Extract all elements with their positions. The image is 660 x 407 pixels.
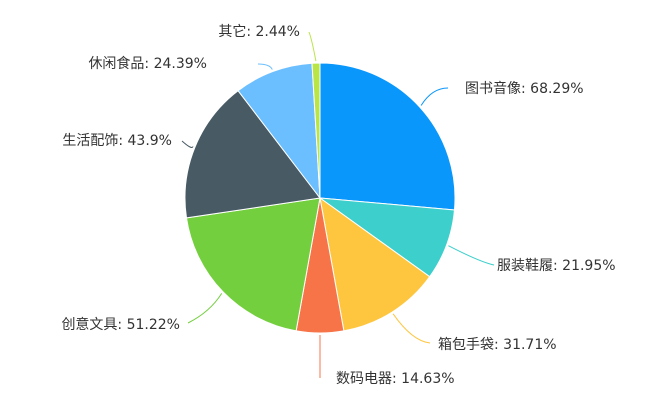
slice-8-leader-line bbox=[308, 31, 317, 62]
slice-7-label: 休闲食品: 24.39% bbox=[88, 55, 207, 72]
slice-7[interactable] bbox=[237, 62, 321, 200]
slice-1-leader-line bbox=[420, 87, 449, 106]
slice-3-leader-line bbox=[392, 313, 431, 344]
slice-5-label: 创意文具: 51.22% bbox=[61, 316, 180, 333]
slice-4-label: 数码电器: 14.63% bbox=[336, 371, 455, 387]
slice-1[interactable] bbox=[319, 62, 456, 211]
slice-6-label: 生活配饰: 43.9% bbox=[62, 133, 172, 149]
slice-2-leader-line bbox=[448, 245, 495, 266]
slice-3[interactable] bbox=[319, 196, 431, 332]
slice-2-label: 服装鞋履: 21.95% bbox=[497, 258, 616, 274]
slice-1-label: 图书音像: 68.29% bbox=[465, 80, 584, 97]
slice-5[interactable] bbox=[185, 197, 321, 332]
slice-6-leader-line bbox=[181, 140, 194, 148]
label-leader-lines bbox=[181, 31, 495, 378]
slice-8-label: 其它: 2.44% bbox=[218, 23, 300, 40]
slice-6[interactable] bbox=[184, 89, 321, 219]
slice-labels: 图书音像: 68.29% 服装鞋履: 21.95% 箱包手袋: 31.71% 数码电器… bbox=[61, 23, 615, 387]
pie-slices bbox=[184, 62, 456, 334]
slice-8[interactable] bbox=[311, 62, 321, 199]
slice-5-leader-line bbox=[187, 293, 223, 324]
slice-3-label: 箱包手袋: 31.71% bbox=[438, 337, 557, 353]
slice-7-leader-line bbox=[257, 63, 273, 70]
